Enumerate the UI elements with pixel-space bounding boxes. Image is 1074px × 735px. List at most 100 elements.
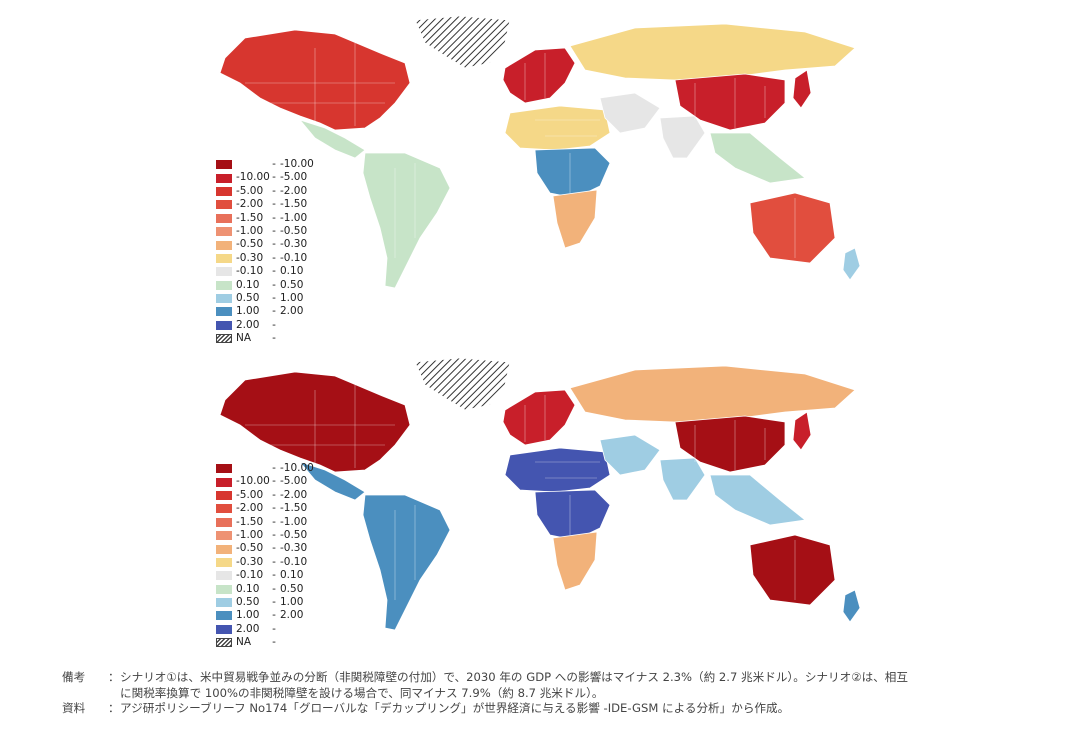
- source-row: 資料 ： アジ研ポリシーブリーフ No174「グローバルな「デカップリング」が世…: [62, 701, 1062, 717]
- map2-legend-swatch: [216, 544, 232, 554]
- map1-legend-dash: -: [272, 278, 276, 291]
- map2-legend-high: 1.00: [280, 595, 304, 608]
- map1-region-southeast-asia: [709, 132, 806, 184]
- map1-legend-swatch: [216, 173, 232, 183]
- map1-legend-dash: -: [272, 171, 276, 184]
- map2-region-southeast-asia: [709, 474, 806, 526]
- map2-legend-low: 0.10: [236, 582, 260, 595]
- map1-legend-low: 0.50: [236, 291, 260, 304]
- map2-region-south-america: [362, 494, 451, 631]
- legend-map-1: - -10.00 -10.00- -5.00 -5.00- -2.00 -2.00- -1.5…: [216, 158, 314, 345]
- map1-legend-low: -0.30: [236, 251, 264, 264]
- world-map-1-svg: [219, 15, 861, 289]
- map1-legend-swatch: [216, 160, 232, 170]
- map1-legend-low: -5.00: [236, 184, 264, 197]
- map2-legend-row: - -10.00: [216, 462, 314, 475]
- map2-legend-high: -0.10: [280, 555, 308, 568]
- map2-legend-row: NA -: [216, 636, 314, 649]
- world-map-scenario-1: [205, 8, 870, 318]
- map2-legend-low: -0.50: [236, 542, 264, 555]
- map2-legend-swatch: [216, 490, 232, 500]
- map2-legend-swatch: [216, 584, 232, 594]
- map2-legend-dash: -: [272, 609, 276, 622]
- map1-legend-dash: -: [272, 238, 276, 251]
- map2-legend-dash: -: [272, 542, 276, 555]
- map2-legend-swatch: [216, 557, 232, 567]
- remarks-row: 備考 ： シナリオ①は、米中貿易戦争並みの分断（非関税障壁の付加）で、2030 …: [62, 670, 1062, 701]
- map2-legend-high: -10.00: [280, 462, 314, 474]
- map1-legend-row: -0.50- -0.30: [216, 238, 314, 251]
- map1-legend-swatch: [216, 334, 232, 344]
- map1-legend-dash: -: [272, 211, 276, 224]
- map1-legend-row: - -10.00: [216, 158, 314, 171]
- map1-legend-swatch: [216, 253, 232, 263]
- map1-legend-dash: -: [272, 158, 276, 170]
- map1-region-central-america: [298, 119, 366, 159]
- map2-legend-high: -1.50: [280, 502, 308, 515]
- map1-legend-low: NA: [236, 332, 252, 345]
- world-map-2-svg: [219, 357, 861, 631]
- map1-legend-swatch: [216, 294, 232, 304]
- map1-legend-low: -1.50: [236, 211, 264, 224]
- map2-region-middle-east: [599, 434, 661, 476]
- map2-legend-row: -0.30- -0.10: [216, 556, 314, 569]
- map2-legend-high: -0.30: [280, 542, 308, 555]
- map2-region-australia: [749, 534, 836, 606]
- map2-legend-low: -2.00: [236, 502, 264, 515]
- map1-legend-high: -10.00: [280, 158, 314, 170]
- map1-legend-high: -1.00: [280, 211, 308, 224]
- map2-legend-swatch: [216, 598, 232, 608]
- map1-legend-dash: -: [272, 251, 276, 264]
- map1-legend-high: 2.00: [280, 305, 304, 318]
- map2-legend-high: -2.00: [280, 488, 308, 501]
- map1-legend-swatch: [216, 280, 232, 290]
- map2-legend-row: 2.00-: [216, 623, 314, 636]
- map2-region-africa-north: [504, 447, 611, 493]
- map1-legend-row: 2.00-: [216, 319, 314, 332]
- map1-legend-dash: -: [272, 332, 276, 345]
- map2-legend-high: -0.50: [280, 528, 308, 541]
- map1-region-africa-central: [534, 147, 611, 199]
- map1-region-russia: [569, 23, 856, 81]
- remarks-colon: ：: [108, 670, 120, 684]
- map1-legend-dash: -: [272, 305, 276, 318]
- map2-legend-row: 1.00-2.00: [216, 609, 314, 622]
- remarks-line-1: シナリオ①は、米中貿易戦争並みの分断（非関税障壁の付加）で、2030 年の GD…: [120, 670, 908, 684]
- map2-region-china: [674, 415, 786, 473]
- map2-legend-row: -10.00- -5.00: [216, 475, 314, 488]
- source-heading: 資料: [62, 701, 86, 716]
- map1-region-africa-north: [504, 105, 611, 151]
- map2-legend-swatch: [216, 611, 232, 621]
- map2-legend-row: 0.10-0.50: [216, 583, 314, 596]
- map1-legend-row: 0.50-1.00: [216, 292, 314, 305]
- map2-legend-swatch: [216, 638, 232, 648]
- map1-legend-dash: -: [272, 318, 276, 331]
- world-map-scenario-2: [205, 350, 870, 660]
- map2-legend-low: -1.00: [236, 528, 264, 541]
- map1-legend-high: -0.10: [280, 251, 308, 264]
- map2-legend-dash: -: [272, 528, 276, 541]
- map2-legend-swatch: [216, 477, 232, 487]
- map2-region-south-asia: [659, 457, 706, 501]
- source-colon: ：: [108, 701, 120, 716]
- map1-legend-low: 1.00: [236, 305, 260, 318]
- map1-legend-dash: -: [272, 198, 276, 211]
- map2-legend-low: -0.30: [236, 555, 264, 568]
- map2-legend-dash: -: [272, 555, 276, 568]
- map2-legend-low: 1.00: [236, 609, 260, 622]
- footnotes: 備考 ： シナリオ①は、米中貿易戦争並みの分断（非関税障壁の付加）で、2030 …: [62, 670, 1062, 717]
- map1-legend-swatch: [216, 227, 232, 237]
- remarks-heading: 備考: [62, 670, 86, 684]
- map1-region-south-america: [362, 152, 451, 289]
- map2-region-europe: [502, 389, 576, 446]
- map2-legend-dash: -: [272, 488, 276, 501]
- map1-legend-high: 0.50: [280, 278, 304, 291]
- map2-legend-low: -0.10: [236, 569, 264, 582]
- map1-legend-high: -1.50: [280, 198, 308, 211]
- map1-legend-low: -2.00: [236, 198, 264, 211]
- map2-legend-high: 0.10: [280, 569, 304, 582]
- map1-legend-low: -10.00: [236, 171, 270, 184]
- map1-legend-swatch: [216, 213, 232, 223]
- map1-legend-dash: -: [272, 184, 276, 197]
- map1-legend-row: -0.10-0.10: [216, 265, 314, 278]
